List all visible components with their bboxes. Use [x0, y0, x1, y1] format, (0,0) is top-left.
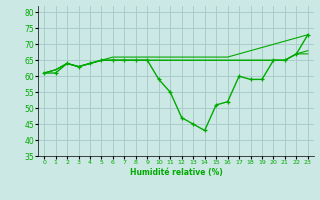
X-axis label: Humidité relative (%): Humidité relative (%): [130, 168, 222, 177]
